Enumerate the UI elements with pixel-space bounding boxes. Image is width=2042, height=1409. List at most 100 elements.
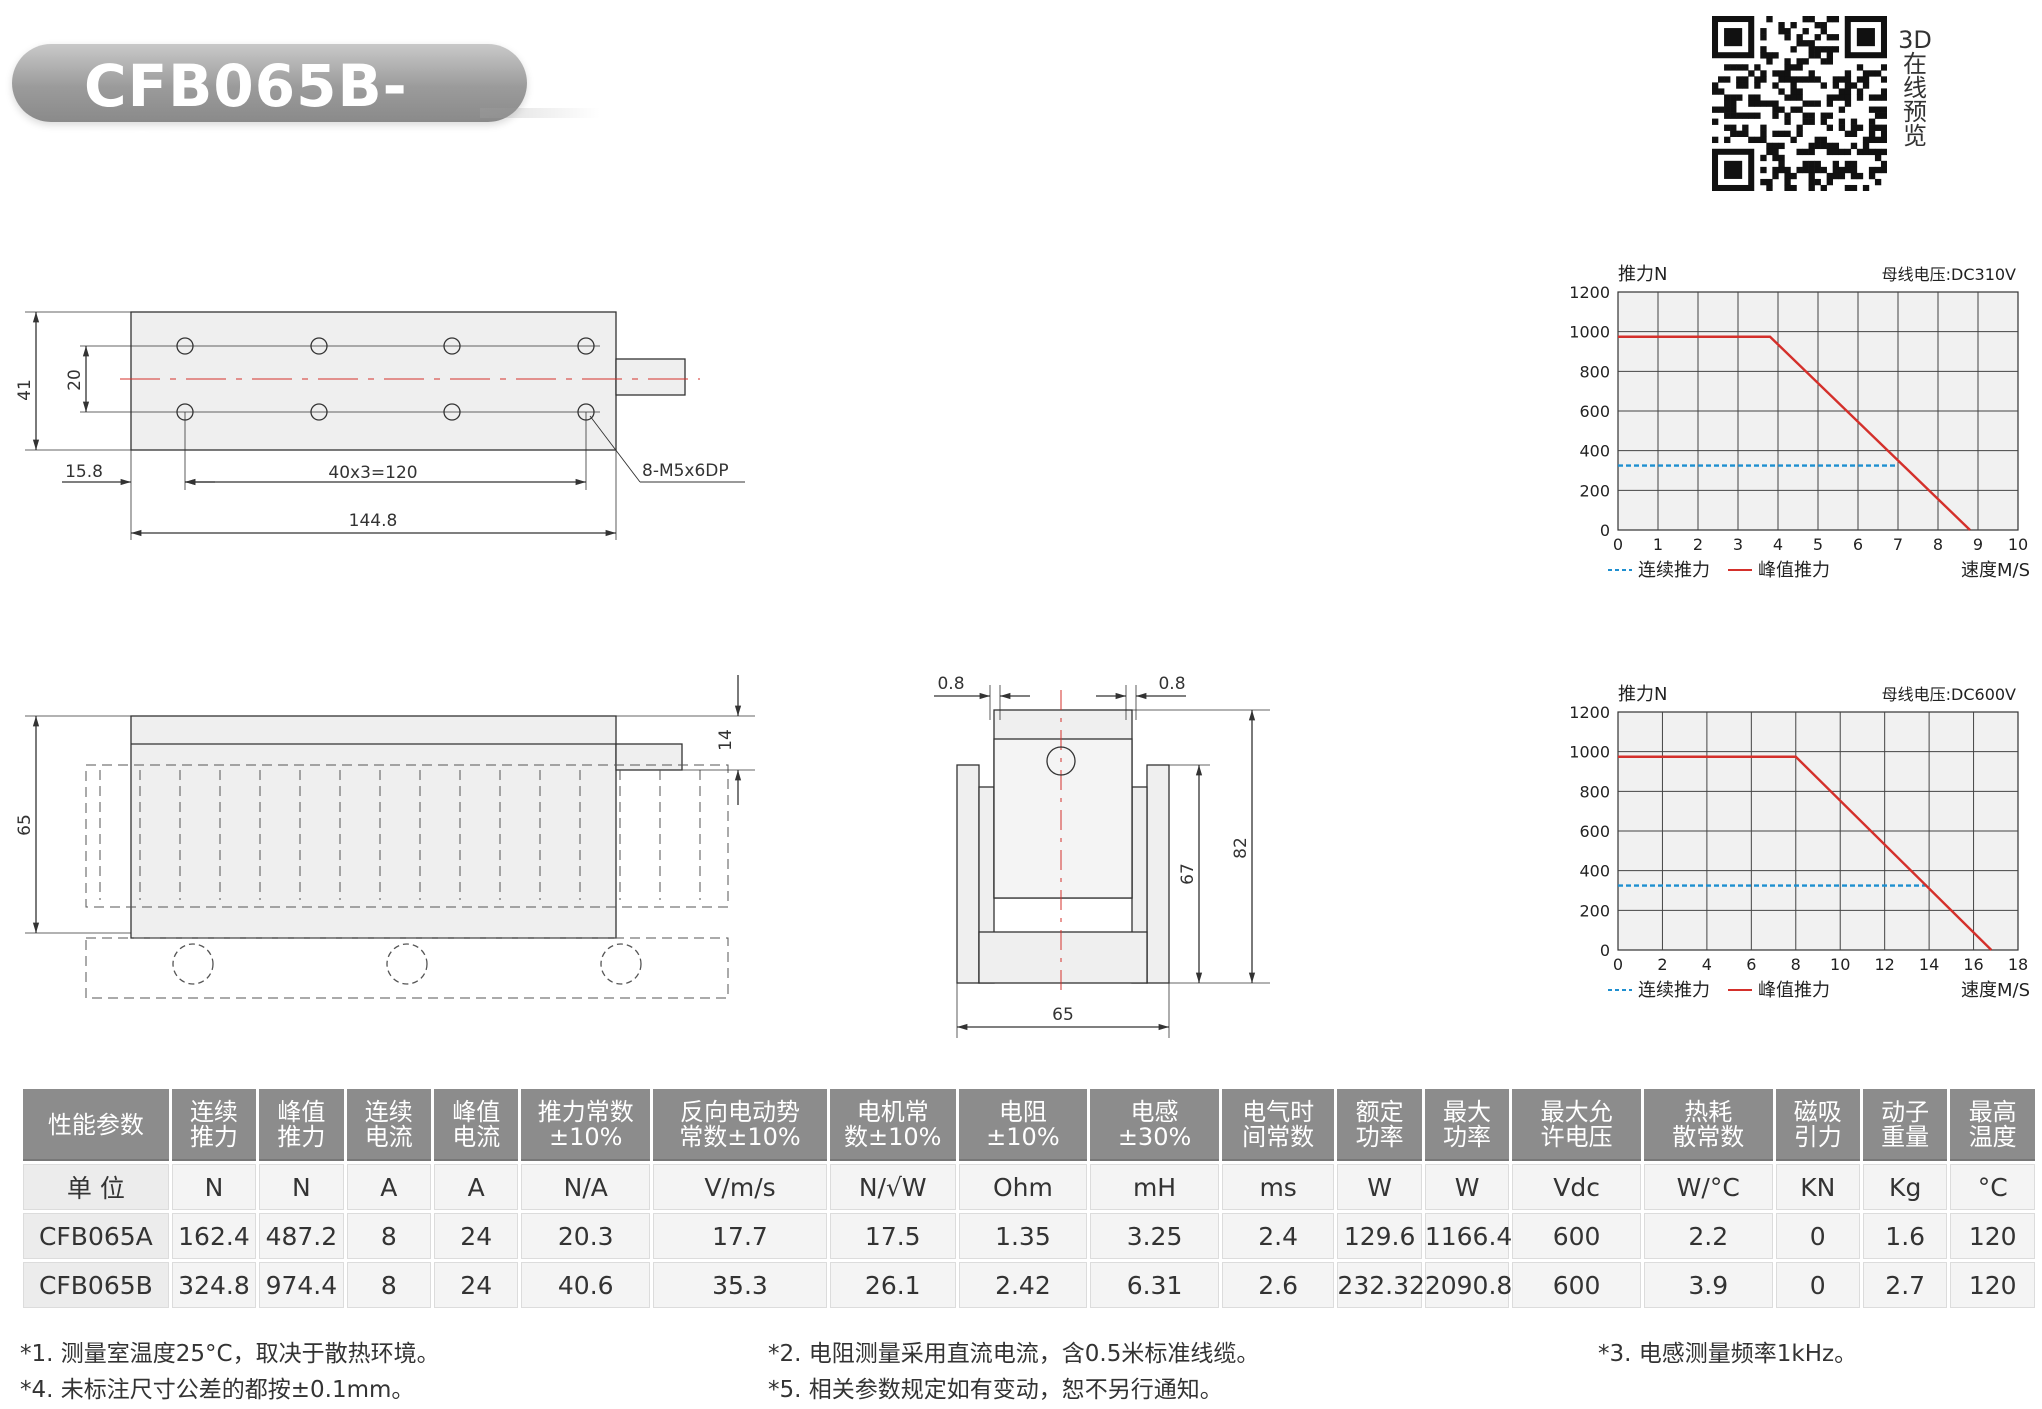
qr-module <box>1784 58 1791 65</box>
qr-module <box>1868 106 1876 113</box>
table-cell: CFB065A <box>23 1213 169 1259</box>
qr-module <box>1730 64 1737 71</box>
qr-module <box>1778 130 1785 137</box>
dim-length: 144.8 <box>349 511 398 531</box>
qr-module <box>1820 142 1827 150</box>
qr-module <box>1874 148 1882 156</box>
table-cell: 单 位 <box>23 1164 169 1210</box>
qr-module <box>1814 166 1821 174</box>
qr-module <box>1772 148 1779 156</box>
table-cell: 35.3 <box>653 1262 827 1308</box>
qr-module <box>1880 130 1887 137</box>
qr-module <box>1868 172 1876 180</box>
x-tick-label: 6 <box>1746 955 1756 974</box>
y-tick-label: 600 <box>1579 822 1610 841</box>
x-tick-label: 3 <box>1733 535 1743 554</box>
qr-module <box>1790 46 1797 53</box>
table-cell: 26.1 <box>829 1262 956 1308</box>
y-tick-label: 1200 <box>1569 703 1610 722</box>
qr-module <box>1814 100 1821 107</box>
qr-module <box>1760 28 1767 35</box>
qr-module <box>1760 52 1767 59</box>
qr-module <box>1838 76 1846 83</box>
qr-module <box>1790 76 1797 83</box>
qr-module <box>1784 34 1791 41</box>
table-row: CFB065B 324.8 974.4 8 24 40.6 35.3 26.1 2.42 6.31… <box>23 1262 2035 1308</box>
x-axis-label: 速度M/S <box>1961 560 2030 581</box>
table-header-cell: 峰值 电流 <box>434 1089 519 1161</box>
qr-module <box>1850 118 1858 125</box>
qr-module <box>1826 178 1833 186</box>
qr-module <box>1802 58 1809 65</box>
table-cell: N/A <box>521 1164 651 1210</box>
table-cell: CFB065B <box>23 1262 169 1308</box>
qr-module <box>1838 166 1846 174</box>
qr-module <box>1754 100 1761 107</box>
qr-module <box>1796 34 1803 41</box>
legend-label: 峰值推力 <box>1758 560 1830 581</box>
table-header-cell: 电感 ±30% <box>1090 1089 1219 1161</box>
note-2: *2. 电阻测量采用直流电流，含0.5米标准线缆。 <box>768 1341 1260 1367</box>
x-tick-label: 1 <box>1653 535 1663 554</box>
qr-module <box>1730 130 1737 137</box>
qr-module <box>1778 160 1785 168</box>
note-3: *3. 电感测量频率1kHz。 <box>1598 1341 1858 1367</box>
qr-module <box>1832 142 1840 150</box>
qr-finder <box>1724 28 1743 47</box>
x-tick-label: 18 <box>2008 955 2028 974</box>
force-speed-chart-dc600v: 0 2 4 6 8 10 12 14 16 18 0 200 400 600 800 1000 1200 推力N 母… <box>1569 684 2030 1001</box>
qr-caption: 3D在线预览 <box>1898 26 1932 150</box>
qr-module <box>1844 88 1852 95</box>
table-cell: A <box>346 1164 431 1210</box>
qr-module <box>1784 112 1791 119</box>
qr-module <box>1826 172 1833 180</box>
qr-module <box>1850 130 1858 137</box>
qr-module <box>1712 106 1719 113</box>
qr-module <box>1808 172 1815 180</box>
side-view <box>25 675 755 999</box>
qr-module <box>1862 76 1870 83</box>
qr-module <box>1772 106 1779 113</box>
note-1: *1. 测量室温度25°C，取决于散热环境。 <box>20 1341 440 1367</box>
qr-module <box>1880 88 1887 95</box>
qr-module <box>1772 154 1779 162</box>
qr-module <box>1844 130 1852 137</box>
table-header-cell: 电机常 数±10% <box>829 1089 956 1161</box>
table-cell: N <box>171 1164 257 1210</box>
table-cell: 487.2 <box>259 1213 344 1259</box>
qr-module <box>1766 100 1773 107</box>
table-cell: 129.6 <box>1337 1213 1422 1259</box>
qr-module <box>1718 76 1725 83</box>
qr-module <box>1832 160 1840 168</box>
table-cell: W/°C <box>1643 1164 1773 1210</box>
qr-module <box>1784 70 1791 77</box>
table-cell: °C <box>1950 1164 2035 1210</box>
qr-module <box>1808 142 1815 150</box>
qr-finder <box>1856 28 1875 47</box>
qr-module <box>1814 160 1821 168</box>
qr-module <box>1802 16 1809 23</box>
qr-module <box>1808 160 1815 168</box>
qr-module <box>1844 82 1852 89</box>
qr-code-icon[interactable] <box>1712 16 1887 191</box>
y-tick-label: 600 <box>1579 402 1610 421</box>
table-cell: 8 <box>346 1213 431 1259</box>
qr-module <box>1826 52 1833 59</box>
qr-module <box>1832 148 1840 156</box>
qr-module <box>1778 142 1785 150</box>
qr-module <box>1790 136 1797 144</box>
x-tick-label: 9 <box>1973 535 1983 554</box>
qr-module <box>1766 142 1773 150</box>
qr-module <box>1808 40 1815 47</box>
qr-module <box>1766 178 1773 186</box>
table-cell: 17.7 <box>653 1213 827 1259</box>
qr-module <box>1814 46 1821 53</box>
dim-mover: 14 <box>716 729 736 751</box>
note-4: *4. 未标注尺寸公差的都按±0.1mm。 <box>20 1377 415 1403</box>
qr-module <box>1724 94 1731 101</box>
qr-module <box>1868 94 1876 101</box>
table-header-cell: 磁吸 引力 <box>1775 1089 1860 1161</box>
qr-module <box>1760 166 1767 174</box>
qr-module <box>1802 166 1809 174</box>
qr-module <box>1868 166 1876 174</box>
